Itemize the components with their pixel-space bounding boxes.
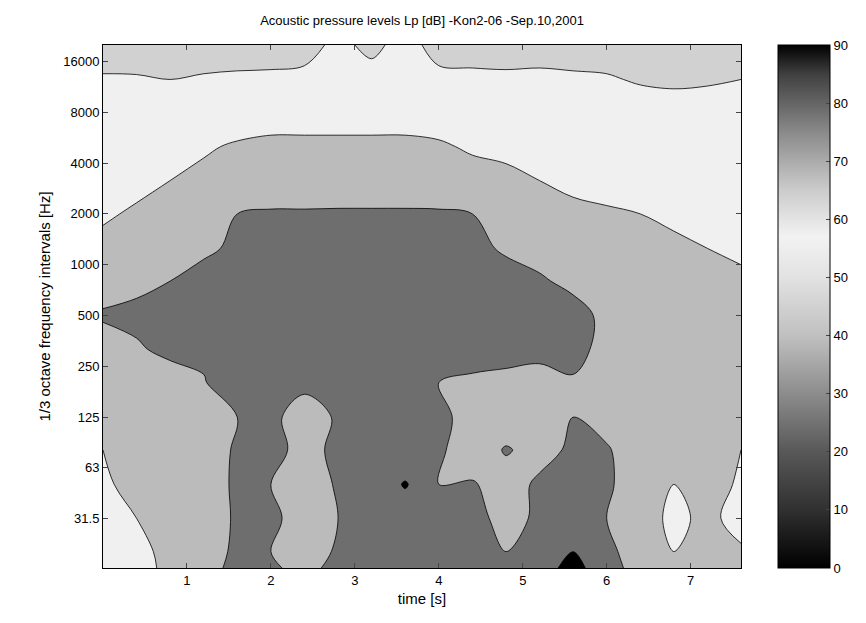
svg-text:10: 10 (834, 502, 848, 517)
svg-text:90: 90 (834, 38, 848, 53)
svg-text:Acoustic pressure levels Lp [d: Acoustic pressure levels Lp [dB] -Kon2-0… (260, 13, 584, 28)
svg-text:2000: 2000 (70, 206, 99, 221)
svg-text:31.5: 31.5 (74, 511, 99, 526)
svg-text:63: 63 (85, 460, 99, 475)
svg-text:5: 5 (519, 573, 526, 588)
svg-text:4: 4 (435, 573, 442, 588)
svg-text:3: 3 (351, 573, 358, 588)
svg-text:1000: 1000 (70, 257, 99, 272)
svg-text:0: 0 (834, 561, 841, 576)
svg-text:7: 7 (687, 573, 694, 588)
svg-text:40: 40 (834, 328, 848, 343)
svg-text:30: 30 (834, 386, 848, 401)
svg-text:2: 2 (267, 573, 274, 588)
svg-text:50: 50 (834, 270, 848, 285)
svg-text:125: 125 (78, 410, 100, 425)
svg-text:1/3 octave frequency intervals: 1/3 octave frequency intervals [Hz] (36, 191, 53, 421)
svg-text:60: 60 (834, 212, 848, 227)
svg-text:20: 20 (834, 444, 848, 459)
svg-text:500: 500 (78, 308, 100, 323)
svg-text:250: 250 (78, 359, 100, 374)
svg-text:6: 6 (603, 573, 610, 588)
svg-text:16000: 16000 (63, 54, 99, 69)
svg-text:8000: 8000 (70, 105, 99, 120)
svg-text:80: 80 (834, 96, 848, 111)
svg-text:4000: 4000 (70, 156, 99, 171)
svg-text:70: 70 (834, 154, 848, 169)
svg-text:1: 1 (183, 573, 190, 588)
svg-text:time [s]: time [s] (398, 590, 446, 607)
